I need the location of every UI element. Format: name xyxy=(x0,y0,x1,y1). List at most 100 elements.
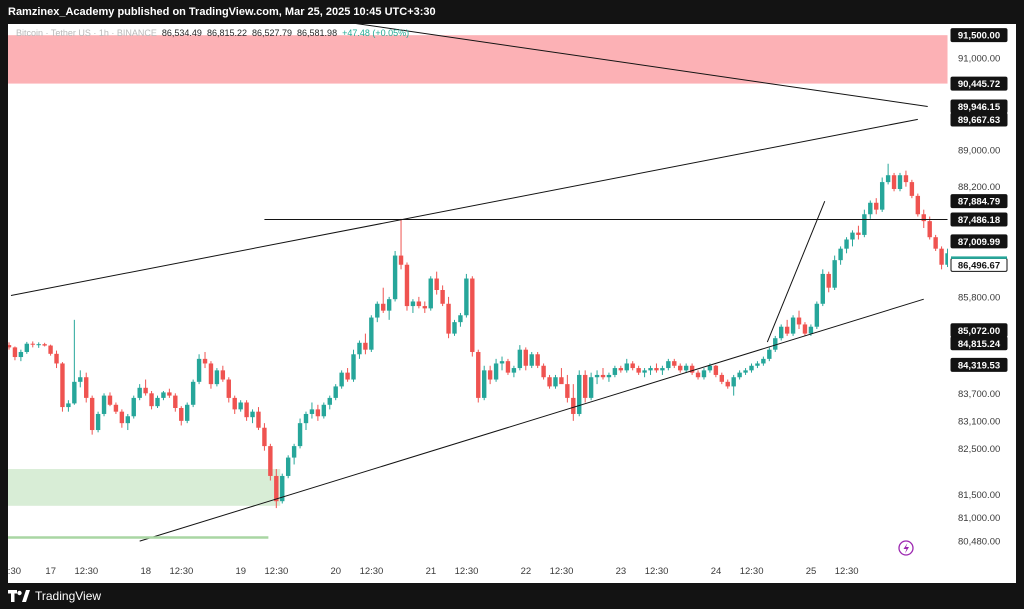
candle xyxy=(452,319,457,336)
candle-body xyxy=(351,354,356,380)
candle-body xyxy=(600,374,606,378)
candle xyxy=(48,344,53,356)
candle xyxy=(499,356,505,371)
candle xyxy=(642,368,647,378)
candle xyxy=(226,377,231,403)
candle xyxy=(392,250,398,302)
candle-body xyxy=(78,377,83,382)
x-tick-label: 12:30 xyxy=(360,566,384,577)
candle-body xyxy=(927,221,932,238)
candle xyxy=(36,342,41,348)
candle xyxy=(185,402,190,424)
price-label-box xyxy=(950,212,1008,227)
candle xyxy=(470,276,475,357)
candle xyxy=(618,365,624,373)
candle xyxy=(529,351,534,369)
candle-body xyxy=(921,214,926,222)
candle xyxy=(149,391,154,410)
candle-body xyxy=(428,278,433,309)
x-tick-label: 19 xyxy=(235,566,246,577)
candle xyxy=(262,423,267,451)
price-chart[interactable]: 12:30 17 12:30 18 12:30 19 12:30 20 12:30 21 12:30… xyxy=(8,24,1016,583)
price-label: 91,500.00 xyxy=(950,28,1008,43)
candle xyxy=(487,365,493,385)
price-label: 84,815.24 xyxy=(950,336,1008,351)
candle-body xyxy=(838,248,843,261)
candle-body xyxy=(476,351,481,398)
candle xyxy=(113,402,119,414)
price-label: 84,319.53 xyxy=(950,357,1008,372)
candle-body xyxy=(143,387,148,394)
x-tick-label: 12:30 xyxy=(645,566,669,577)
candle-body xyxy=(119,411,125,424)
price-label-box xyxy=(950,76,1008,91)
candle xyxy=(773,335,778,352)
candle-body xyxy=(232,397,237,410)
candle-body xyxy=(458,315,463,323)
price-label: 87,486.18 xyxy=(950,212,1008,227)
candle-body xyxy=(897,175,903,189)
candle xyxy=(761,356,766,366)
candle xyxy=(280,473,285,504)
candle-body xyxy=(666,361,671,369)
candle-body xyxy=(660,368,665,371)
x-tick-label: 25 xyxy=(806,566,817,577)
candle-body xyxy=(220,370,226,380)
candle-body xyxy=(446,303,451,334)
candle-body xyxy=(909,182,915,196)
candle-body xyxy=(440,290,445,304)
candle xyxy=(630,361,635,371)
candle xyxy=(582,370,588,403)
tradingview-brand[interactable]: TradingView xyxy=(8,589,101,603)
candle xyxy=(832,255,837,290)
price-label-text: 89,946.15 xyxy=(958,102,1001,113)
candle xyxy=(838,246,843,265)
candle xyxy=(535,351,540,369)
candle-body xyxy=(701,370,707,378)
candle xyxy=(446,296,451,339)
candle xyxy=(95,411,101,433)
brand-name: TradingView xyxy=(35,589,102,603)
x-tick-label: 18 xyxy=(140,566,151,577)
y-tick-label: 81,000.00 xyxy=(958,513,1000,524)
candle xyxy=(268,443,273,481)
chart-frame[interactable]: 12:30 17 12:30 18 12:30 19 12:30 20 12:30 21 12:30… xyxy=(8,24,1016,583)
candle xyxy=(369,315,374,352)
price-label-text: 85,072.00 xyxy=(958,326,1000,337)
candle-body xyxy=(891,175,897,189)
candle xyxy=(547,374,552,389)
x-tick-label: 12:30 xyxy=(169,566,193,577)
candle-body xyxy=(814,303,820,327)
candle-body xyxy=(761,358,766,364)
candle-body xyxy=(553,377,558,387)
x-tick-label: 12:30 xyxy=(835,566,859,577)
candle xyxy=(737,370,742,380)
candle xyxy=(202,351,208,369)
candle-body xyxy=(939,248,944,265)
candle-body xyxy=(784,326,790,334)
candle xyxy=(404,262,410,311)
candle-body xyxy=(571,397,576,414)
candle-body xyxy=(529,354,534,366)
price-label-box xyxy=(950,336,1008,351)
candle xyxy=(375,301,380,323)
candle-body xyxy=(214,370,220,385)
candle-body xyxy=(321,404,327,417)
y-tick-label: 89,000.00 xyxy=(958,145,1000,156)
candle-body xyxy=(167,392,172,396)
bolt-icon[interactable] xyxy=(898,540,914,556)
candle-body xyxy=(404,264,410,307)
candle xyxy=(921,209,926,229)
candle-body xyxy=(416,301,422,307)
candle-body xyxy=(357,342,362,355)
candle xyxy=(790,315,796,336)
candle xyxy=(458,312,463,327)
candle-body xyxy=(54,353,59,364)
supply-zone xyxy=(8,35,948,84)
candle-body xyxy=(208,363,214,385)
candle-body xyxy=(309,409,315,414)
candle-body xyxy=(511,368,517,373)
candle-body xyxy=(796,317,802,325)
candle xyxy=(214,368,220,387)
candle-body xyxy=(862,214,867,235)
